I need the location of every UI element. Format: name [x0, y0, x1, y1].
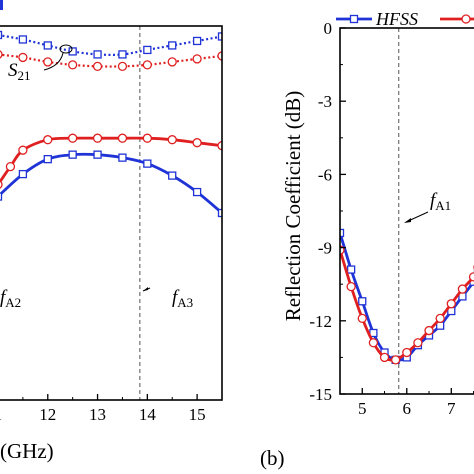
edge-fragment: [0, 0, 3, 10]
panel-a-series-1-line: [0, 53, 222, 68]
panel-a: 1 12 13 14 15: [0, 0, 223, 424]
panel-a-series-2-point-8: [167, 135, 177, 145]
panel-a-series-3-point-5: [118, 153, 127, 162]
panel-a-series-0-point-0: [0, 30, 3, 40]
panel-a-series-3-point-4: [93, 150, 102, 159]
s21-leader-line: [43, 52, 64, 71]
panel-a-series-3-point-7: [168, 171, 177, 180]
panel-a-series-1-point-5: [117, 61, 128, 72]
panel-a-x-tick-label-2: 13: [89, 405, 106, 424]
panel-b-series-1-point-11: [457, 284, 468, 294]
legend: [336, 14, 474, 24]
panel-a-series-0-point-1: [18, 35, 28, 44]
panel-a-series-1-point-2: [43, 57, 53, 67]
panel-a-series-3-point-8: [192, 187, 202, 197]
panel-a-series-0-point-3: [68, 47, 77, 56]
panel-b-plot-frame: [339, 27, 474, 395]
panel-a-series-0-point-2: [43, 41, 52, 50]
panel-b-series-0-point-1: [346, 265, 356, 274]
panel-a-series-1-point-7: [167, 57, 177, 67]
panel-a-series-2-point-6: [117, 133, 128, 143]
panel-b-x-tick-label-1: 6: [403, 399, 412, 418]
panel-b-series-1-point-4: [379, 352, 390, 363]
s21-callout-ellipse: [59, 44, 73, 54]
panel-b-series-1-point-3: [368, 338, 379, 348]
panel-a-x-tick-label-0: 1: [0, 405, 2, 424]
panel-a-series-2-point-2: [18, 145, 28, 155]
panel-a-series-2-point-10: [217, 141, 222, 151]
panel-a-series-2-point-4: [68, 133, 78, 143]
panel-a-series-1-point-9: [217, 51, 222, 61]
panel-a-series-1-point-4: [92, 61, 103, 72]
panel-b-y-tick-label-5: -15: [309, 385, 332, 404]
panel-b-series-0-point-0: [340, 228, 345, 238]
panel-b-series-1-point-9: [435, 313, 445, 324]
panel-a-series-0-point-4: [93, 50, 102, 59]
panel-b-series-1-point-1: [346, 281, 356, 292]
panel-a-series-1-point-0: [0, 50, 3, 59]
fa1-label: fA1: [430, 190, 451, 213]
panel-b-series-1-point-6: [402, 347, 412, 358]
panel-a-series-0-point-6: [143, 45, 152, 55]
panel-a-series-2-point-9: [192, 138, 202, 148]
panel-a-series-1-point-1: [18, 52, 28, 63]
legend-entry-hfss: HFSS: [375, 9, 418, 29]
panel-b-y-tick-label-4: -12: [309, 312, 332, 331]
panel-a-series-2-point-1: [5, 161, 16, 172]
s21-label: S21: [8, 60, 31, 83]
panel-a-series-2-point-7: [142, 133, 152, 143]
panel-b-series-1-point-12: [468, 272, 474, 282]
panel-b-series-0-line: [340, 232, 474, 362]
panel-a-series-2-point-3: [43, 135, 53, 145]
panel-a-series-2-point-0: [0, 180, 3, 189]
panel-a-series-0-point-5: [118, 50, 127, 59]
panel-b-y-tick-label-0: 0: [324, 19, 333, 38]
legend-swatch-second-marker: [461, 14, 471, 24]
panel-b-series-1-point-7: [413, 338, 423, 348]
panel-b-series-0-point-2: [358, 297, 367, 306]
panel-a-series-2-point-5: [92, 133, 103, 143]
panel-b-series-1-point-10: [446, 299, 456, 309]
panel-a-series-0-point-7: [168, 41, 177, 50]
panel-label-b: (b): [260, 446, 285, 470]
panel-a-series-1-point-6: [142, 60, 152, 70]
fa2-label: fA2: [0, 287, 21, 310]
panel-a-series-3-line: [0, 152, 222, 215]
panel-a-series-3-point-0: [0, 192, 3, 201]
panel-b-series-1-point-5: [390, 355, 401, 365]
panel-a-series-0-line: [0, 34, 222, 56]
panel-b-series-1-point-8: [424, 325, 434, 336]
fa3-arrow-head: [143, 287, 148, 291]
panel-a-x-axis-title: (GHz): [0, 439, 54, 463]
fa3-label: fA3: [172, 287, 193, 310]
panel-a-series-2-line: [0, 136, 222, 185]
panel-b: 5 6 7 0 -3 -6 -9 -12 -15: [309, 14, 474, 418]
fa1-arrow-head: [404, 218, 411, 223]
panel-b-x-tick-label-0: 5: [358, 399, 367, 418]
panel-a-plot-frame: [0, 25, 223, 401]
panel-a-series-3-point-9: [217, 208, 222, 218]
panel-a-series-3-point-2: [43, 154, 52, 164]
panel-a-x-tick-label-1: 12: [39, 405, 56, 424]
panel-a-series-3-point-3: [68, 150, 77, 159]
panel-b-y-tick-label-3: -9: [318, 239, 332, 258]
panel-a-series-0-point-9: [217, 32, 222, 41]
panel-a-x-tick-label-4: 15: [189, 405, 206, 424]
panel-a-x-tick-label-3: 14: [139, 405, 157, 424]
panel-a-series-3-point-1: [18, 169, 28, 179]
panel-a-series-0-point-8: [192, 36, 202, 46]
panel-a-series-1-point-8: [192, 54, 202, 64]
panel-a-series-3-point-6: [143, 159, 152, 168]
panel-a-series-1-point-3: [68, 60, 78, 70]
panel-b-series-1-point-2: [357, 313, 367, 324]
panel-b-y-axis-title: Reflection Coefficient (dB): [281, 91, 305, 322]
legend-swatch-hfss-marker: [349, 14, 359, 24]
panel-b-y-tick-label-1: -3: [318, 92, 332, 111]
panel-b-y-tick-label-2: -6: [318, 165, 332, 184]
panel-b-x-tick-label-2: 7: [447, 399, 456, 418]
